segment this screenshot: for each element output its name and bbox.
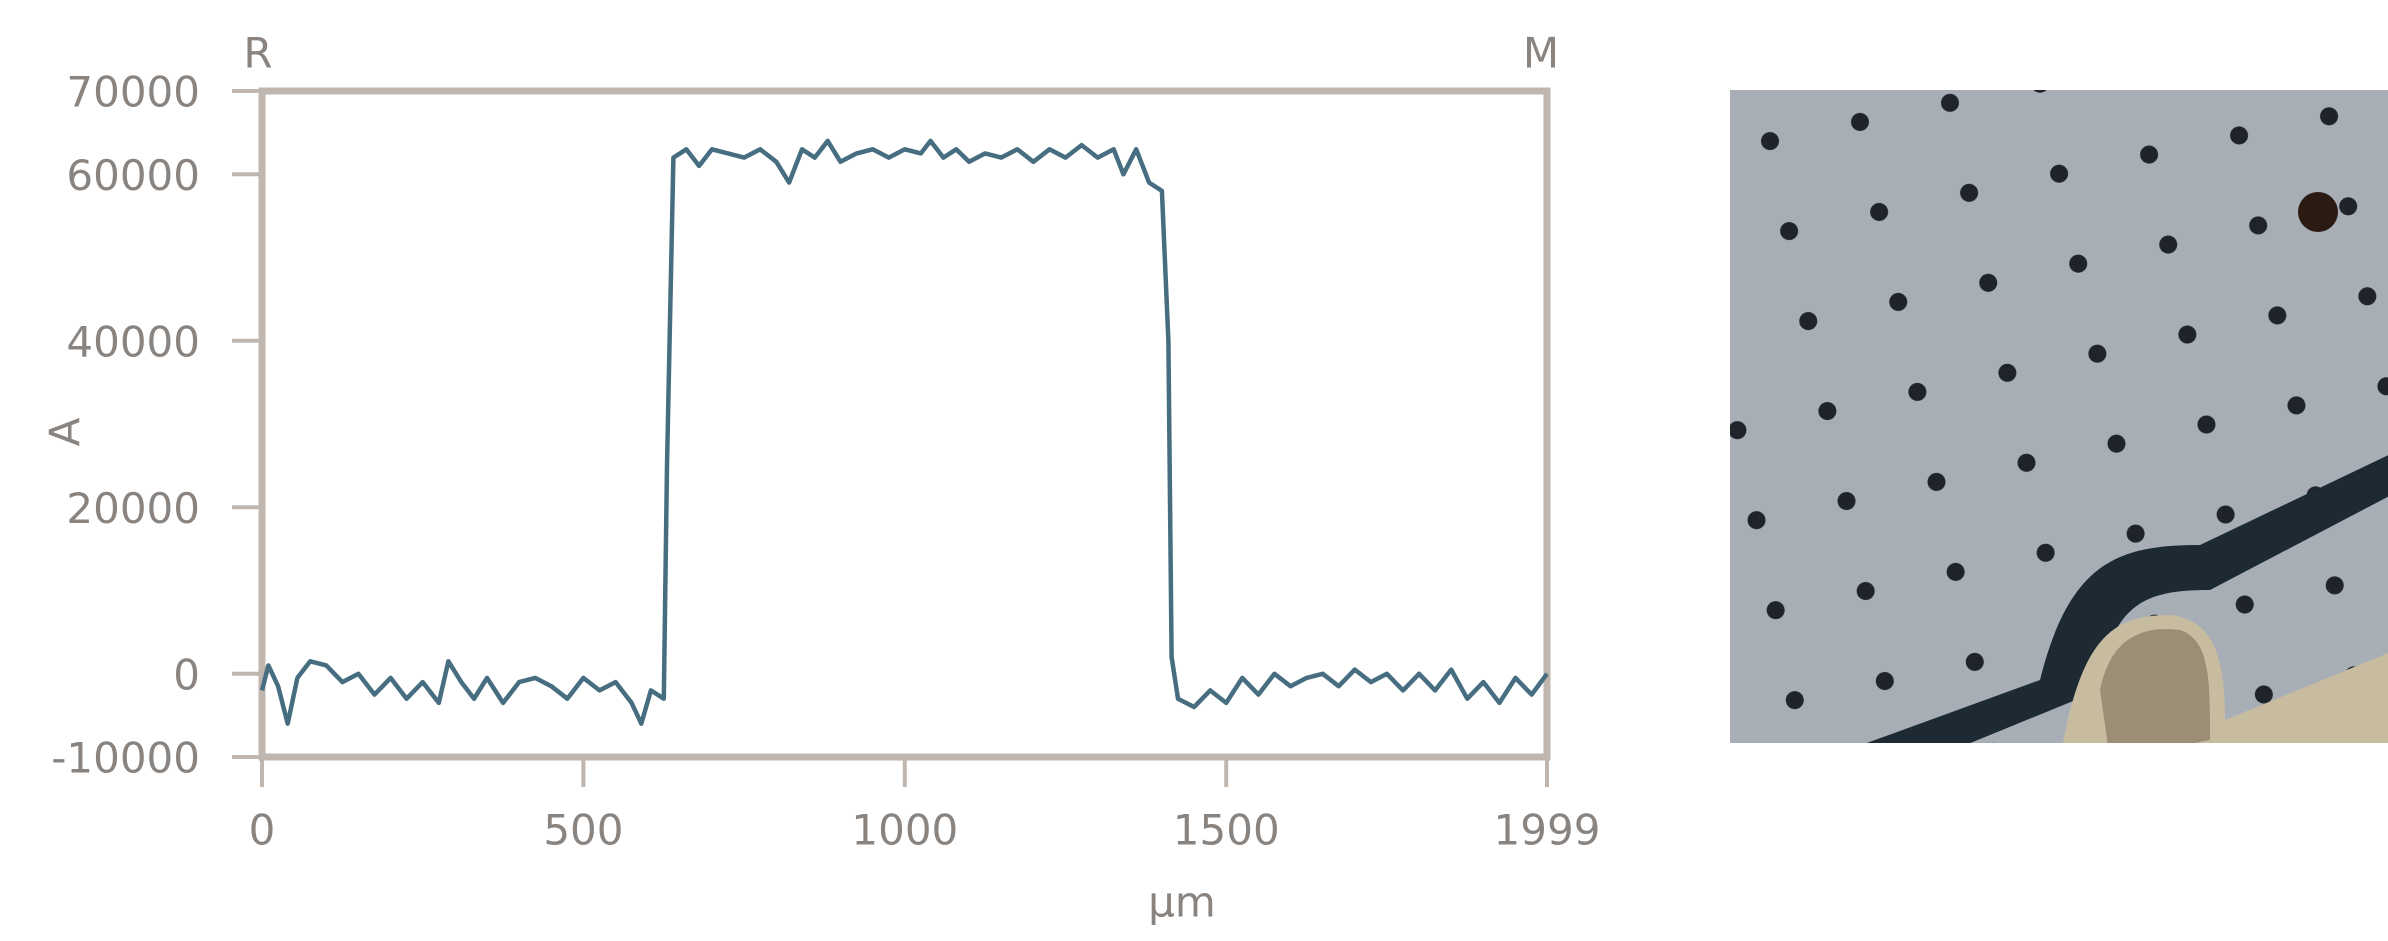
y-tick-label: 0 <box>173 650 200 699</box>
x-tick-label: 1500 <box>1173 806 1280 855</box>
y-tick-label: -10000 <box>51 734 200 783</box>
y-tick-label: 20000 <box>66 484 200 533</box>
photo <box>1730 90 2388 743</box>
y-tick-label: 40000 <box>66 317 200 366</box>
y-tick-label: 70000 <box>66 68 200 117</box>
corner-label: M <box>1523 29 1559 78</box>
x-axis-label: μm <box>1148 878 1216 927</box>
corner-label: R <box>243 29 272 78</box>
plot-frame <box>258 87 1551 761</box>
x-tick-label: 500 <box>543 806 623 855</box>
y-tick-label: 60000 <box>66 151 200 200</box>
x-tick-label: 0 <box>249 806 276 855</box>
x-tick-label: 1999 <box>1494 806 1601 855</box>
y-axis-label: A <box>41 417 90 446</box>
data-line <box>259 138 1549 726</box>
x-tick-label: 1000 <box>851 806 958 855</box>
